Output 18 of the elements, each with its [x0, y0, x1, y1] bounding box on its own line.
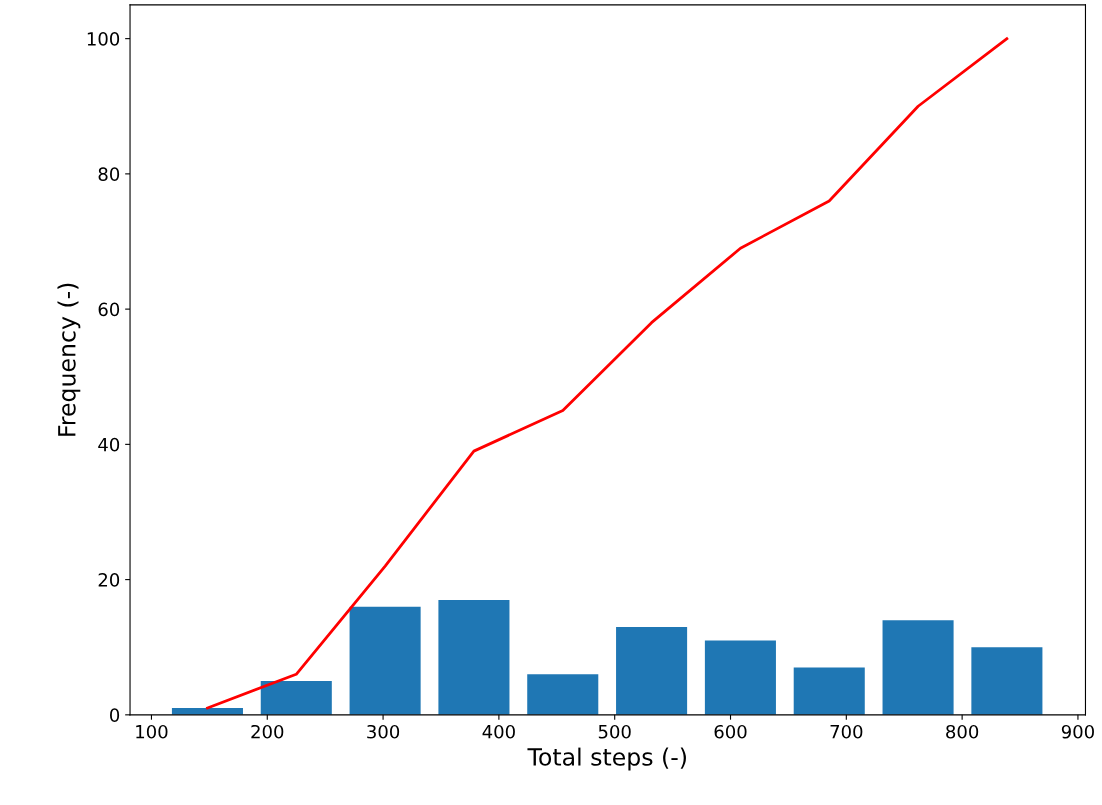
y-tick-label: 20: [98, 573, 120, 587]
x-axis-title: Total steps (-): [527, 747, 686, 771]
x-tick-label: 200: [251, 724, 284, 739]
y-axis-title: Frequency (-): [57, 283, 81, 436]
x-tick-label: 700: [830, 724, 863, 739]
line-series: [206, 37, 1009, 710]
y-tick-label: 0: [110, 708, 120, 722]
x-tick-label: 300: [367, 724, 400, 739]
x-tick-label: 900: [1061, 724, 1094, 739]
y-tick-label: 40: [98, 437, 120, 452]
y-tick-label: 60: [98, 302, 120, 317]
x-tick-label: 500: [598, 724, 631, 739]
x-tick-label: 800: [946, 724, 979, 739]
x-tick-label: 100: [136, 724, 168, 739]
x-tick-label: 400: [482, 724, 515, 739]
y-tick-label: 100: [87, 32, 120, 46]
x-tick-label: 600: [714, 724, 747, 739]
y-tick-label: 80: [98, 167, 120, 181]
